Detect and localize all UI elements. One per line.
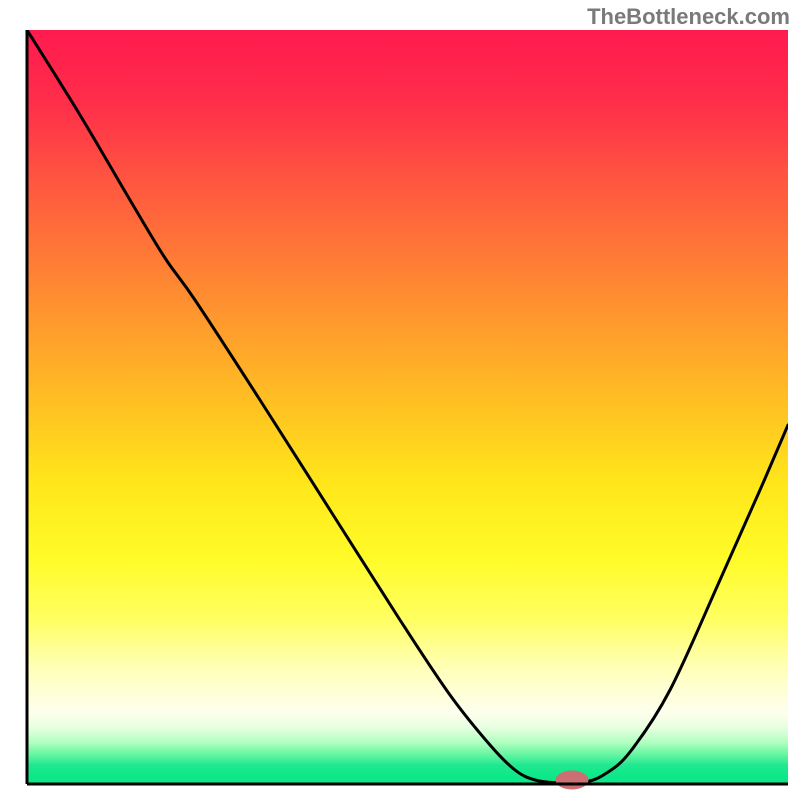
bottleneck-chart: [0, 0, 800, 800]
optimal-marker: [556, 771, 588, 789]
watermark-text: TheBottleneck.com: [587, 4, 790, 30]
gradient-background: [27, 30, 788, 784]
chart-container: TheBottleneck.com: [0, 0, 800, 800]
